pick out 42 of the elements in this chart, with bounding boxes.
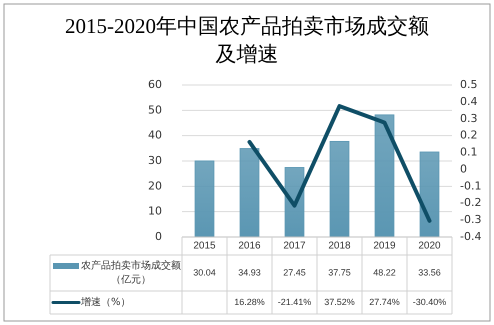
y2-tick-label: 0.5 [460, 78, 478, 92]
y2-tick-label: 0.1 [460, 146, 478, 159]
y2-tick-label: 0.3 [460, 112, 478, 125]
bar [420, 152, 440, 238]
data-label: -30.40% [412, 296, 446, 307]
legend-label: 增速（%） [80, 296, 131, 308]
y-tick-label: 40 [148, 128, 162, 142]
y-tick-label: 60 [148, 78, 162, 92]
data-label: 48.22 [373, 267, 396, 278]
y-tick-label: 10 [148, 204, 162, 218]
data-label: 34.93 [238, 267, 261, 278]
data-label: 33.56 [418, 267, 441, 278]
bar [374, 114, 394, 238]
y2-tick-label: -0.3 [460, 213, 482, 226]
x-tick-label: 2020 [418, 240, 442, 252]
data-label: 27.45 [283, 267, 306, 278]
legend-label: 农产品拍卖市场成交额（亿元） [81, 260, 181, 286]
data-label: 37.52% [324, 296, 355, 307]
y2-tick-label: -0.4 [460, 230, 482, 244]
y2-tick-label: -0.1 [460, 179, 482, 192]
x-tick-label: 2019 [373, 240, 396, 252]
data-label: 16.28% [234, 296, 265, 307]
data-label: -21.41% [278, 296, 312, 307]
y-tick-label: 0 [155, 230, 162, 244]
y2-tick-label: 0.2 [460, 128, 478, 142]
bar [194, 160, 214, 238]
bar [330, 140, 350, 238]
y-tick-label: 30 [148, 154, 162, 168]
x-tick-label: 2018 [328, 240, 352, 252]
data-label: 27.74% [369, 296, 400, 307]
chart-title: 2015-2020年中国农产品拍卖市场成交额及增速 [65, 14, 429, 66]
y2-tick-label: 0 [460, 162, 467, 176]
data-label: 37.75 [328, 267, 351, 278]
x-tick-label: 2015 [193, 240, 216, 252]
y-tick-label: 20 [148, 179, 162, 192]
y2-tick-label: -0.2 [460, 196, 482, 210]
data-label: 30.04 [193, 267, 216, 278]
bar [240, 148, 260, 238]
y-tick-label: 50 [148, 103, 162, 116]
y2-tick-label: 0.4 [460, 94, 478, 108]
x-tick-label: 2017 [283, 240, 306, 252]
x-tick-label: 2016 [238, 240, 262, 252]
